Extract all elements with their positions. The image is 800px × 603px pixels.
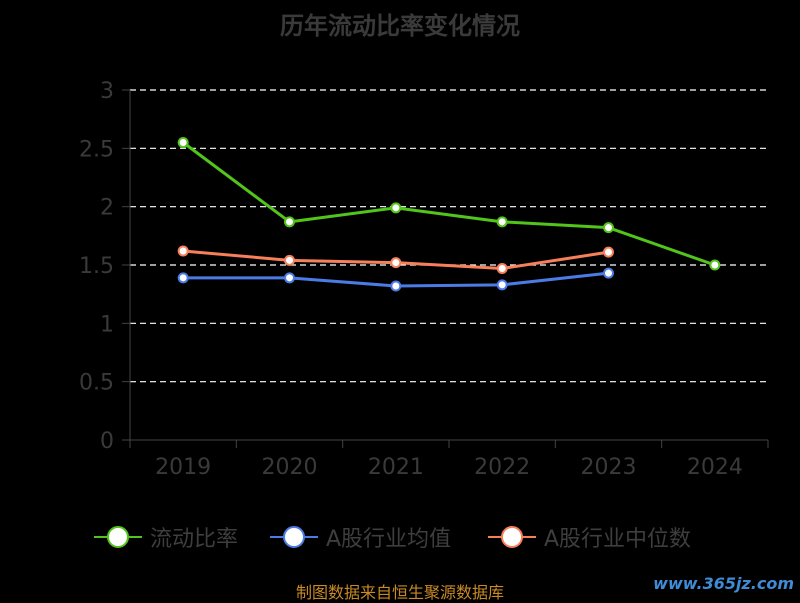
data-point <box>496 263 508 274</box>
legend-item-industry-median[interactable]: A股行业中位数 <box>488 520 691 554</box>
y-tick-label: 0.5 <box>79 371 114 396</box>
y-tick-label: 2 <box>100 196 114 221</box>
legend-marker-icon <box>94 520 142 554</box>
y-tick-label: 3 <box>100 79 114 104</box>
x-tick-label: 2022 <box>474 455 530 480</box>
data-point <box>390 202 402 214</box>
y-tick-label: 1 <box>100 312 114 337</box>
data-point <box>603 246 614 258</box>
legend: 流动比率 A股行业均值 A股行业中位数 <box>0 520 800 554</box>
series-2 <box>177 245 614 274</box>
data-point <box>603 222 614 234</box>
watermark: www.365jz.com <box>653 574 794 593</box>
y-tick-label: 0 <box>100 429 114 454</box>
x-tick-label: 2023 <box>581 455 637 480</box>
data-point <box>603 267 614 279</box>
data-point <box>390 257 402 269</box>
data-point <box>284 216 295 228</box>
data-point <box>496 279 508 291</box>
data-point <box>177 137 189 148</box>
x-tick-label: 2024 <box>687 455 743 480</box>
source-note: 制图数据来自恒生聚源数据库 <box>295 583 504 602</box>
data-point <box>709 259 721 271</box>
y-tick-label: 2.5 <box>79 137 114 162</box>
legend-item-industry-average[interactable]: A股行业均值 <box>270 520 451 554</box>
legend-label: 流动比率 <box>150 527 239 552</box>
data-point <box>177 245 189 257</box>
y-tick-label: 1.5 <box>79 254 114 279</box>
legend-marker-icon <box>488 520 536 554</box>
series <box>177 137 721 292</box>
data-point <box>284 272 295 284</box>
legend-label: A股行业中位数 <box>544 527 692 552</box>
axes: 0 0.5 1 1.5 2 2.5 3 2019 2020 2021 2022 2023 2024 <box>79 79 769 480</box>
legend-label: A股行业均值 <box>326 527 452 552</box>
legend-item-current-ratio[interactable]: 流动比率 <box>94 520 238 554</box>
chart-title: 历年流动比率变化情况 <box>280 12 520 40</box>
gridlines <box>130 89 768 383</box>
x-tick-label: 2020 <box>262 455 318 480</box>
x-tick-label: 2019 <box>155 455 211 480</box>
x-tick-label: 2021 <box>368 455 424 480</box>
data-point <box>390 280 402 292</box>
series-line <box>182 141 716 267</box>
series-0 <box>177 137 721 271</box>
data-point <box>284 254 295 266</box>
series-1 <box>177 267 614 292</box>
data-point <box>177 272 189 284</box>
legend-marker-icon <box>270 520 318 554</box>
data-point <box>496 216 508 228</box>
